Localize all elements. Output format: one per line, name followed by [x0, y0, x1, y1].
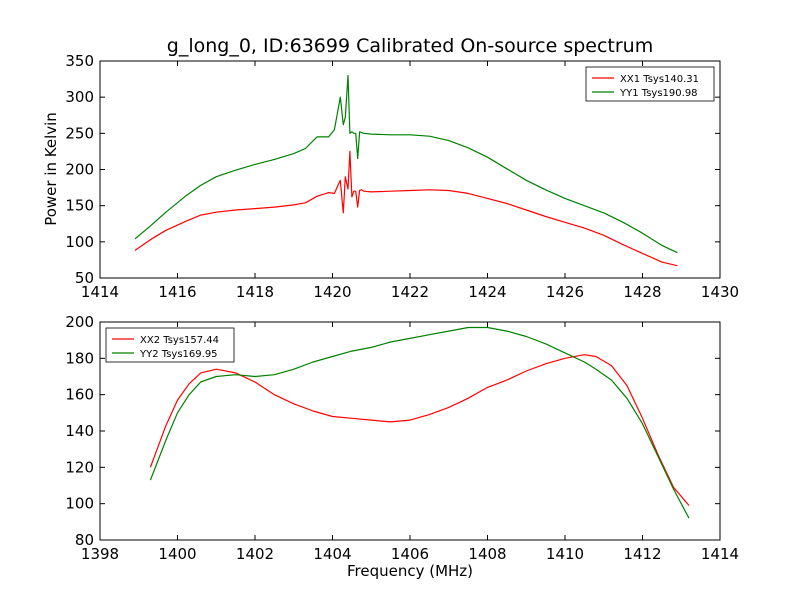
- series-line-2: [134, 74, 678, 254]
- legend-box: [585, 66, 715, 102]
- x-tick-label: 1428: [623, 283, 661, 301]
- y-tick-label: 120: [65, 458, 94, 476]
- y-tick-label: 200: [65, 313, 94, 331]
- x-tick-label: 1422: [391, 283, 429, 301]
- x-tick-label: 1424: [468, 283, 506, 301]
- series-line-1: [149, 354, 690, 506]
- y-tick-label: 80: [75, 531, 94, 549]
- x-tick-label: 1400: [158, 545, 196, 563]
- x-tick-label: 1412: [623, 545, 661, 563]
- x-tick-label: 1418: [236, 283, 274, 301]
- y-tick-label: 100: [65, 233, 94, 251]
- x-axis-label: Frequency (MHz): [347, 562, 473, 580]
- legend: XX2 Tsys157.44 YY2 Tsys169.95: [105, 327, 235, 363]
- x-tick-label: 1430: [701, 283, 739, 301]
- x-tick-label: 1404: [313, 545, 351, 563]
- y-tick-label: 160: [65, 386, 94, 404]
- legend-entry: YY2 Tsys169.95: [139, 349, 218, 360]
- y-tick-label: 50: [75, 269, 94, 287]
- legend-entry: XX2 Tsys157.44: [140, 335, 219, 346]
- x-tick-label: 1414: [81, 283, 119, 301]
- y-tick-label: 150: [65, 197, 94, 215]
- legend-box: [105, 327, 235, 363]
- y-tick-label: 350: [65, 52, 94, 70]
- figure-title: g_long_0, ID:63699 Calibrated On-source …: [167, 35, 653, 57]
- x-tick-label: 1406: [391, 545, 429, 563]
- y-tick-label: 140: [65, 422, 94, 440]
- x-tick-label: 1398: [81, 545, 119, 563]
- y-tick-label: 180: [65, 349, 94, 367]
- legend: XX1 Tsys140.31 YY1 Tsys190.98: [585, 66, 715, 102]
- legend-entry: YY1 Tsys190.98: [619, 88, 698, 99]
- x-tick-label: 1414: [701, 545, 739, 563]
- y-tick-label: 100: [65, 495, 94, 513]
- y-tick-label: 200: [65, 161, 94, 179]
- legend-entry: XX1 Tsys140.31: [620, 74, 699, 85]
- series-line-1: [134, 150, 678, 267]
- y-tick-label: 300: [65, 88, 94, 106]
- x-tick-label: 1416: [158, 283, 196, 301]
- x-tick-label: 1408: [468, 545, 506, 563]
- y-axis-label: Power in Kelvin: [42, 112, 60, 226]
- x-tick-label: 1426: [546, 283, 584, 301]
- top-spectrum-panel: 1414 1416 1418 1420 1422 1424 1426 1428 1430 50 10…: [65, 52, 739, 301]
- y-tick-label: 250: [65, 124, 94, 142]
- series-line-2: [149, 326, 690, 519]
- x-tick-label: 1410: [546, 545, 584, 563]
- x-tick-label: 1402: [236, 545, 274, 563]
- x-tick-label: 1420: [313, 283, 351, 301]
- bottom-spectrum-panel: 1398 1400 1402 1404 1406 1408 1410 1412 1414 80 10…: [65, 313, 739, 563]
